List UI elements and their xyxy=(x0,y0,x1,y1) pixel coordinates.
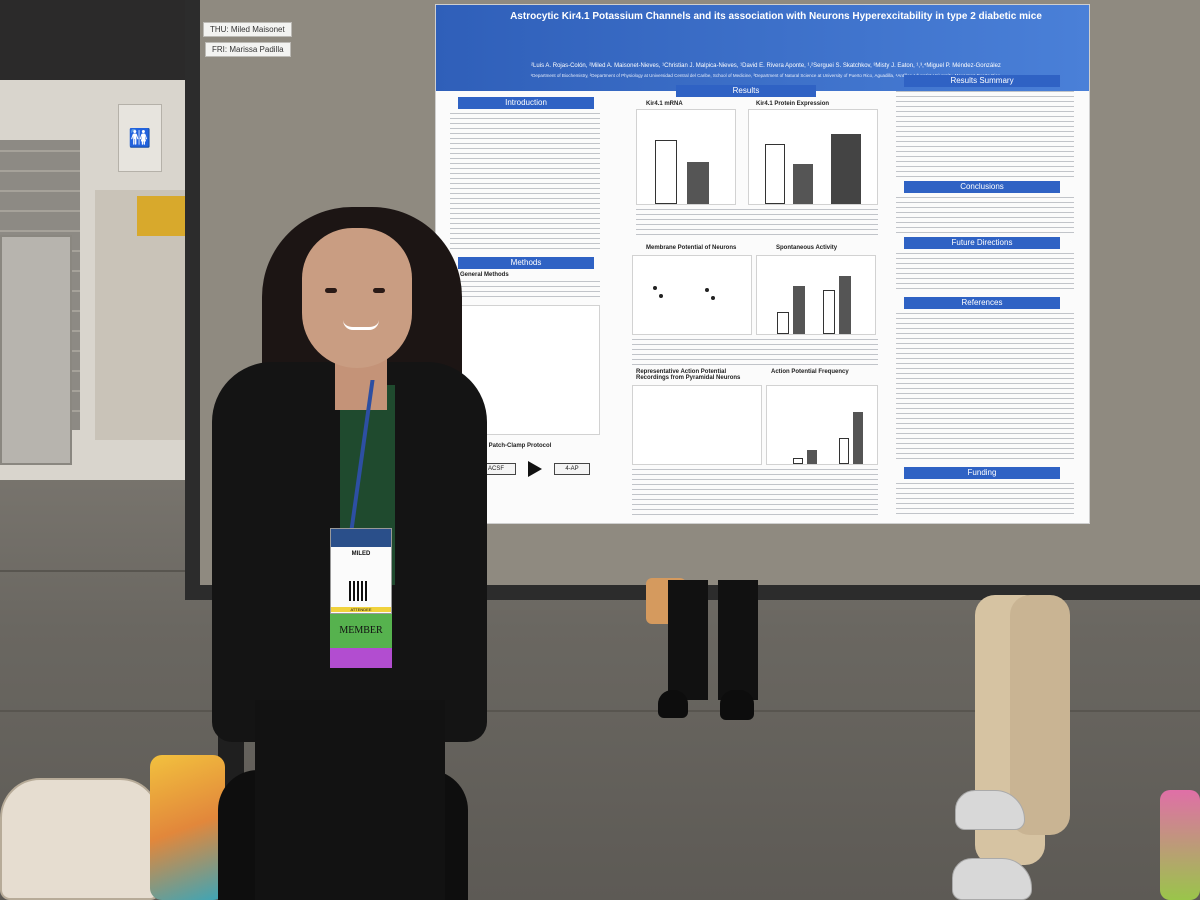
purple-ribbon xyxy=(330,648,392,668)
restroom-sign-icon: 🚻 xyxy=(118,104,162,172)
representative-recordings-title: Representative Action Potential Recordin… xyxy=(636,369,741,381)
control-bar xyxy=(793,458,803,464)
data-point xyxy=(653,286,657,290)
presenter-tag-friday: FRI: Marissa Padilla xyxy=(205,42,291,57)
presenter-legs xyxy=(255,700,445,900)
references-heading: References xyxy=(904,297,1060,309)
shoe xyxy=(658,690,688,718)
kir-protein-chart xyxy=(748,109,878,205)
results-summary-text xyxy=(896,91,1074,177)
data-point xyxy=(659,294,663,298)
control-bar xyxy=(655,140,677,204)
name-badge: MILED ATTENDEE xyxy=(330,528,392,614)
badge-name: MILED xyxy=(351,551,371,557)
research-poster: Astrocytic Kir4.1 Potassium Channels and… xyxy=(435,4,1090,524)
spontaneous-activity-title: Spontaneous Activity xyxy=(776,245,838,251)
western-blot xyxy=(831,134,861,204)
control-bar xyxy=(823,290,835,334)
patch-clamp-label: Cell Patch-Clamp Protocol xyxy=(476,443,552,449)
sneaker xyxy=(952,858,1032,900)
results-heading: Results xyxy=(676,85,816,97)
future-directions-text xyxy=(896,253,1074,293)
data-point xyxy=(705,288,709,292)
data-point xyxy=(711,296,715,300)
control-bar xyxy=(765,144,785,204)
conclusions-heading: Conclusions xyxy=(904,181,1060,193)
control-bar xyxy=(777,312,789,334)
4ap-box: 4-AP xyxy=(554,463,590,475)
person-leg xyxy=(668,580,708,700)
door xyxy=(0,235,72,465)
ap-frequency-chart xyxy=(766,385,878,465)
person-leg xyxy=(718,580,758,700)
presenter-tag-thursday: THU: Miled Maisonet xyxy=(203,22,292,37)
membrane-potential-chart xyxy=(632,255,752,335)
poster-authors: ²Luis A. Rojas-Colón, ²Miled A. Maisonet… xyxy=(531,63,1001,69)
member-ribbon: MEMBER xyxy=(330,614,392,648)
funding-heading: Funding xyxy=(904,467,1060,479)
presenter-face xyxy=(302,228,412,368)
floor-seam xyxy=(0,710,1200,712)
poster-affiliations: ¹Department of Biochemistry, ²Department… xyxy=(530,73,1002,78)
kir-protein-title: Kir4.1 Protein Expression xyxy=(756,101,830,107)
arrow-icon xyxy=(528,461,542,477)
eye xyxy=(325,288,337,293)
introduction-text xyxy=(450,113,600,253)
methods-text xyxy=(450,281,600,301)
badge-header xyxy=(331,529,391,547)
recordings-traces xyxy=(632,385,762,465)
introduction-heading: Introduction xyxy=(458,97,594,109)
membrane-potential-title: Membrane Potential of Neurons xyxy=(646,245,737,251)
kir-mrna-chart xyxy=(636,109,736,205)
diabetic-bar xyxy=(687,162,709,204)
references-text xyxy=(896,313,1074,463)
qr-code-icon xyxy=(349,581,369,601)
future-directions-heading: Future Directions xyxy=(904,237,1060,249)
colorful-bag xyxy=(150,755,225,900)
smile xyxy=(343,320,379,330)
spontaneous-activity-chart xyxy=(756,255,876,335)
poster-title: Astrocytic Kir4.1 Potassium Channels and… xyxy=(510,11,1042,22)
eye xyxy=(373,288,385,293)
diabetic-bar xyxy=(793,286,805,334)
figure1-caption xyxy=(636,209,878,239)
general-methods-label: General Methods xyxy=(460,272,509,278)
backpack xyxy=(0,778,160,900)
control-bar xyxy=(839,438,849,464)
diabetic-bar xyxy=(853,412,863,464)
results-summary-heading: Results Summary xyxy=(904,75,1060,87)
badge-attendee: ATTENDEE xyxy=(331,607,391,612)
funding-text xyxy=(896,483,1074,517)
diabetic-bar xyxy=(807,450,817,464)
methods-heading: Methods xyxy=(458,257,594,269)
diabetic-bar xyxy=(839,276,851,334)
figure2-caption xyxy=(632,339,878,365)
colorful-bag-right xyxy=(1160,790,1200,900)
ap-frequency-title: Action Potential Frequency xyxy=(771,369,849,375)
figure4-caption xyxy=(632,469,878,519)
shoe xyxy=(720,690,754,720)
kir-mrna-title: Kir4.1 mRNA xyxy=(646,101,683,107)
person-leg xyxy=(1010,595,1070,835)
conclusions-text xyxy=(896,197,1074,233)
sneaker xyxy=(955,790,1025,830)
diabetic-bar xyxy=(793,164,813,204)
